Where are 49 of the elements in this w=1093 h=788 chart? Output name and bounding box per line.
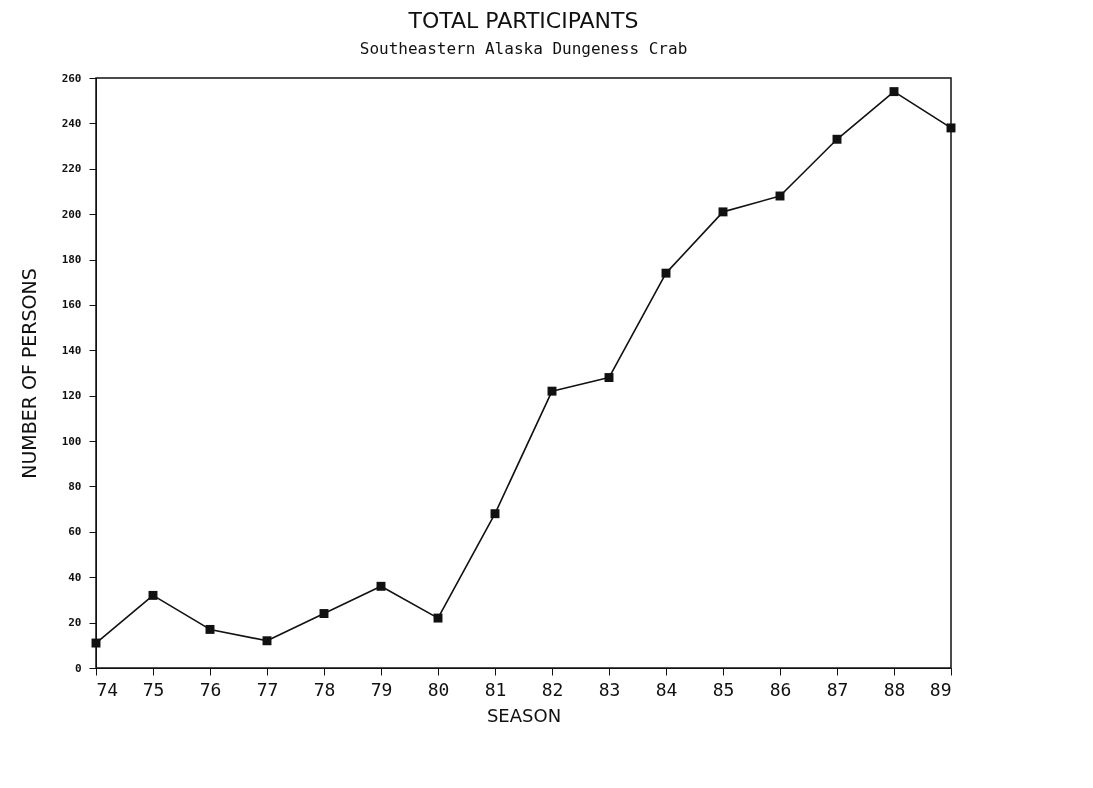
x-tick-label: 83 <box>598 678 621 700</box>
x-tick-label: 89 <box>929 678 952 700</box>
y-tick-label: 80 <box>68 479 82 493</box>
point <box>946 123 956 133</box>
y-tick-label: 140 <box>61 343 82 357</box>
x-tick-label: 78 <box>313 678 336 700</box>
x-tick-label: 77 <box>256 678 279 700</box>
chart-subtitle: Southeastern Alaska Dungeness Crab <box>359 39 688 58</box>
y-tick-label: 0 <box>74 661 82 675</box>
x-tick-label: 75 <box>142 678 165 700</box>
x-tick-label: 87 <box>826 678 849 700</box>
y-tick-label: 100 <box>61 434 82 448</box>
x-tick-label: 76 <box>199 678 222 700</box>
x-tick-label: 88 <box>883 678 906 700</box>
y-tick-label: 180 <box>61 253 82 267</box>
point <box>661 268 671 278</box>
y-tick-label: 240 <box>61 116 82 130</box>
x-tick-label: 85 <box>712 678 735 700</box>
chart-title: TOTAL PARTICIPANTS <box>407 8 639 33</box>
point <box>376 581 386 591</box>
y-tick-label: 120 <box>61 389 82 403</box>
point <box>433 613 443 623</box>
y-tick-label: 40 <box>68 570 82 584</box>
y-axis-title: NUMBER OF PERSONS <box>17 268 40 479</box>
y-tick-label: 200 <box>61 207 82 221</box>
point <box>262 636 272 646</box>
point <box>205 624 215 634</box>
x-tick-label: 84 <box>655 678 678 700</box>
y-tick-label: 220 <box>61 162 82 176</box>
point <box>148 590 158 600</box>
x-tick-label: 80 <box>427 678 450 700</box>
x-axis-title: SEASON <box>486 704 562 726</box>
point <box>490 509 500 519</box>
x-tick-label: 79 <box>370 678 393 700</box>
point <box>718 207 728 217</box>
point <box>889 87 899 97</box>
y-tick-label: 160 <box>61 298 82 312</box>
point <box>319 609 329 619</box>
x-tick-label: 82 <box>541 678 564 700</box>
point <box>91 638 101 648</box>
x-tick-label: 86 <box>769 678 792 700</box>
y-tick-label: 60 <box>68 525 82 539</box>
point <box>604 373 614 383</box>
point <box>547 386 557 396</box>
x-tick-label: 74 <box>96 678 119 700</box>
y-tick-label: 20 <box>68 616 82 630</box>
point <box>832 134 842 144</box>
x-tick-label: 81 <box>484 678 507 700</box>
y-tick-label: 260 <box>61 71 82 85</box>
